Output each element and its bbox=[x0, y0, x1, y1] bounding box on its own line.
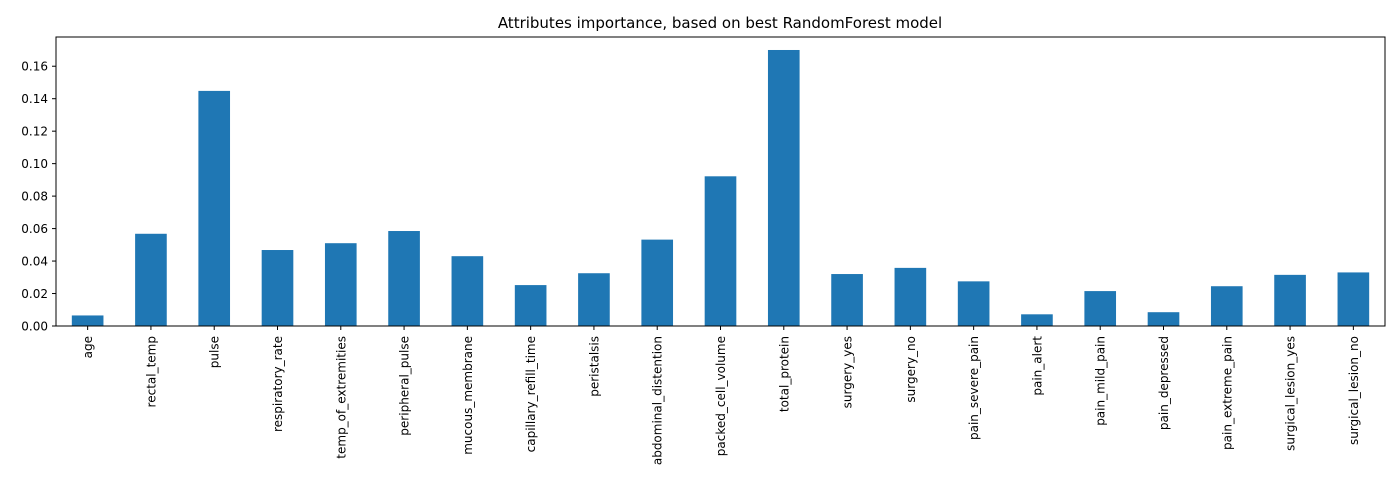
x-tick-label-pulse: pulse bbox=[208, 336, 222, 368]
bar-mucous_membrane bbox=[451, 256, 484, 326]
bar-pain_extreme_pain bbox=[1210, 286, 1243, 326]
chart-title: Attributes importance, based on best Ran… bbox=[498, 14, 942, 32]
x-tick-label-pain_depressed: pain_depressed bbox=[1157, 336, 1171, 430]
bar-pain_alert bbox=[1021, 314, 1053, 326]
bar-capillary_refill_time bbox=[514, 285, 547, 326]
bar-pulse bbox=[198, 90, 231, 327]
bar-rectal_temp bbox=[135, 233, 167, 326]
y-tick-label: 0.12 bbox=[21, 125, 48, 139]
x-tick-label-age: age bbox=[81, 336, 95, 358]
x-tick-label-surgery_yes: surgery_yes bbox=[841, 336, 855, 408]
x-tick-label-pain_alert: pain_alert bbox=[1030, 336, 1044, 396]
x-tick-label-total_protein: total_protein bbox=[777, 336, 791, 412]
x-tick-label-surgical_lesion_no: surgical_lesion_no bbox=[1347, 336, 1361, 445]
x-tick-label-surgery_no: surgery_no bbox=[904, 336, 918, 403]
x-tick-label-packed_cell_volume: packed_cell_volume bbox=[714, 336, 728, 456]
x-tick-label-pain_severe_pain: pain_severe_pain bbox=[967, 336, 981, 440]
bar-pain_depressed bbox=[1147, 312, 1180, 326]
bar-peristalsis bbox=[578, 273, 610, 326]
x-tick-label-mucous_membrane: mucous_membrane bbox=[461, 336, 475, 455]
bar-pain_mild_pain bbox=[1084, 291, 1117, 326]
bar-surgery_no bbox=[894, 267, 927, 326]
bar-surgical_lesion_no bbox=[1337, 272, 1370, 326]
bars-layer bbox=[71, 49, 1370, 327]
bar-packed_cell_volume bbox=[704, 176, 737, 326]
x-tick-label-surgical_lesion_yes: surgical_lesion_yes bbox=[1284, 336, 1298, 451]
y-tick-label: 0.02 bbox=[21, 287, 48, 301]
bar-surgery_yes bbox=[831, 274, 863, 326]
x-tick-label-abdominal_distention: abdominal_distention bbox=[651, 336, 665, 465]
bar-total_protein bbox=[767, 49, 800, 327]
bar-peripheral_pulse bbox=[388, 231, 420, 326]
x-tick-label-respiratory_rate: respiratory_rate bbox=[271, 336, 285, 432]
y-tick-label: 0.08 bbox=[21, 190, 48, 204]
bar-abdominal_distention bbox=[641, 239, 674, 326]
y-tick-label: 0.00 bbox=[21, 320, 48, 334]
x-tick-label-capillary_refill_time: capillary_refill_time bbox=[524, 336, 538, 452]
bar-age bbox=[71, 315, 104, 326]
x-tick-label-peristalsis: peristalsis bbox=[587, 336, 601, 397]
bar-temp_of_extremities bbox=[324, 243, 357, 326]
bar-surgical_lesion_yes bbox=[1274, 274, 1306, 326]
x-tick-label-temp_of_extremities: temp_of_extremities bbox=[334, 336, 348, 459]
y-tick-label: 0.04 bbox=[21, 255, 48, 269]
x-tick-label-rectal_temp: rectal_temp bbox=[144, 336, 158, 407]
bar-pain_severe_pain bbox=[957, 281, 990, 326]
y-tick-label: 0.14 bbox=[21, 92, 48, 106]
x-tick-label-pain_mild_pain: pain_mild_pain bbox=[1094, 336, 1108, 426]
axes-layer: 0.00 0.02 0.04 0.06 0.08 0.10 0.12 0.14 0.16 age r… bbox=[21, 36, 1386, 465]
y-tick-label: 0.16 bbox=[21, 60, 48, 74]
x-tick-label-peripheral_pulse: peripheral_pulse bbox=[398, 336, 412, 436]
x-tick-label-pain_extreme_pain: pain_extreme_pain bbox=[1220, 336, 1234, 450]
bar-respiratory_rate bbox=[261, 250, 294, 326]
y-tick-label: 0.06 bbox=[21, 222, 48, 236]
y-tick-label: 0.10 bbox=[21, 157, 48, 171]
